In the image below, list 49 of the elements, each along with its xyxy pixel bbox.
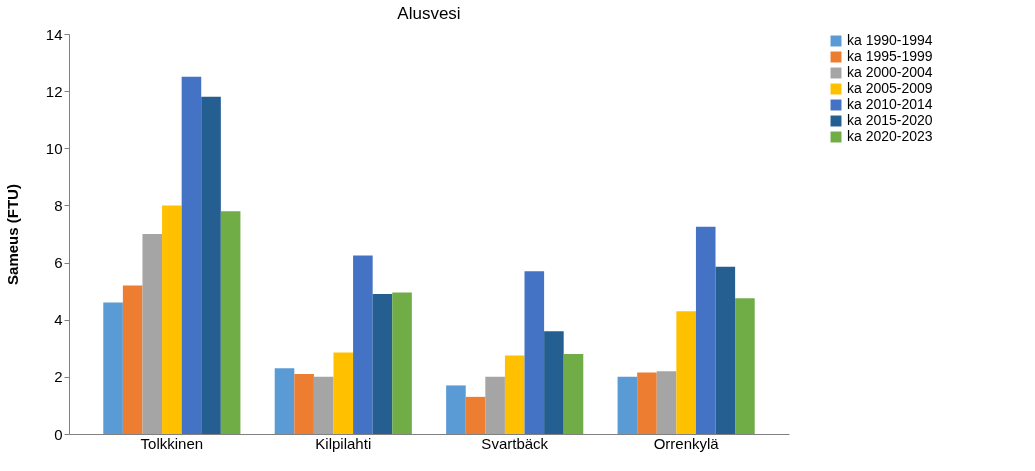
legend-label: ka 2005-2009: [847, 80, 933, 96]
legend-label: ka 2015-2020: [847, 112, 933, 128]
bar: [103, 302, 123, 434]
bar: [294, 374, 314, 434]
bar: [656, 371, 677, 434]
bar: [201, 96, 221, 434]
bar: [735, 298, 755, 434]
bar: [162, 205, 182, 434]
y-tick-label: 14: [45, 25, 63, 43]
bar: [122, 285, 143, 434]
bar: [504, 355, 525, 434]
bar: [181, 76, 202, 434]
bar: [313, 376, 334, 434]
bar: [465, 396, 486, 434]
bar: [220, 211, 241, 434]
bar: [695, 226, 716, 434]
y-tick-label: 2: [54, 368, 63, 386]
bar: [446, 385, 466, 434]
y-tick-label: 12: [45, 82, 63, 100]
legend-label: ka 1990-1994: [847, 32, 933, 48]
y-tick-label: 10: [45, 139, 63, 157]
y-tick-label: 0: [54, 425, 63, 443]
bar: [274, 368, 295, 434]
bar: [637, 372, 657, 434]
legend-label: ka 2010-2014: [847, 96, 933, 112]
bar: [676, 311, 696, 434]
bar: [353, 255, 373, 434]
y-tick-label: 6: [54, 254, 63, 272]
legend-label: ka 1995-1999: [847, 48, 933, 64]
bar: [715, 266, 736, 434]
y-tick-label: 8: [54, 196, 63, 214]
bar: [392, 292, 412, 434]
bar: [142, 234, 163, 434]
bar: [563, 354, 584, 434]
bar: [544, 331, 564, 434]
x-tick-label: Tolkkinen: [140, 434, 204, 452]
x-tick-label: Kilpilahti: [315, 434, 372, 452]
bar: [333, 352, 354, 434]
bar: [372, 294, 393, 434]
legend-label: ka 2020-2023: [847, 128, 933, 144]
y-tick-label: 4: [54, 311, 63, 329]
y-axis-title: Sameus (FTU): [3, 184, 21, 285]
x-tick-label: Orrenkylä: [653, 434, 720, 452]
legend-label: ka 2000-2004: [847, 64, 933, 80]
x-tick-label: Svartbäck: [481, 434, 549, 452]
bar: [485, 376, 505, 434]
chart-title: Alusvesi: [397, 4, 461, 23]
bar: [617, 376, 638, 434]
bar: [524, 271, 545, 434]
